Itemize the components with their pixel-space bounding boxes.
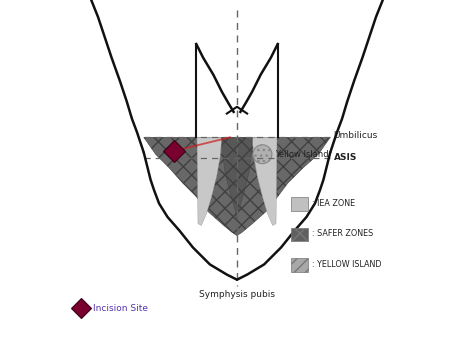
Polygon shape bbox=[197, 137, 222, 225]
FancyBboxPatch shape bbox=[291, 258, 308, 272]
FancyBboxPatch shape bbox=[291, 197, 308, 211]
Text: Incision Site: Incision Site bbox=[93, 304, 148, 313]
Polygon shape bbox=[144, 137, 330, 236]
Circle shape bbox=[253, 145, 272, 164]
Polygon shape bbox=[222, 137, 252, 219]
Text: : IEA ZONE: : IEA ZONE bbox=[311, 199, 355, 208]
Text: : SAFER ZONES: : SAFER ZONES bbox=[311, 230, 373, 238]
Text: Umbilicus: Umbilicus bbox=[334, 131, 378, 140]
Text: : YELLOW ISLAND: : YELLOW ISLAND bbox=[311, 260, 381, 269]
Polygon shape bbox=[252, 137, 277, 225]
Text: ASIS: ASIS bbox=[334, 153, 357, 162]
Text: Symphysis pubis: Symphysis pubis bbox=[199, 290, 275, 299]
Text: Yellow Island: Yellow Island bbox=[275, 150, 329, 159]
FancyBboxPatch shape bbox=[291, 228, 308, 241]
